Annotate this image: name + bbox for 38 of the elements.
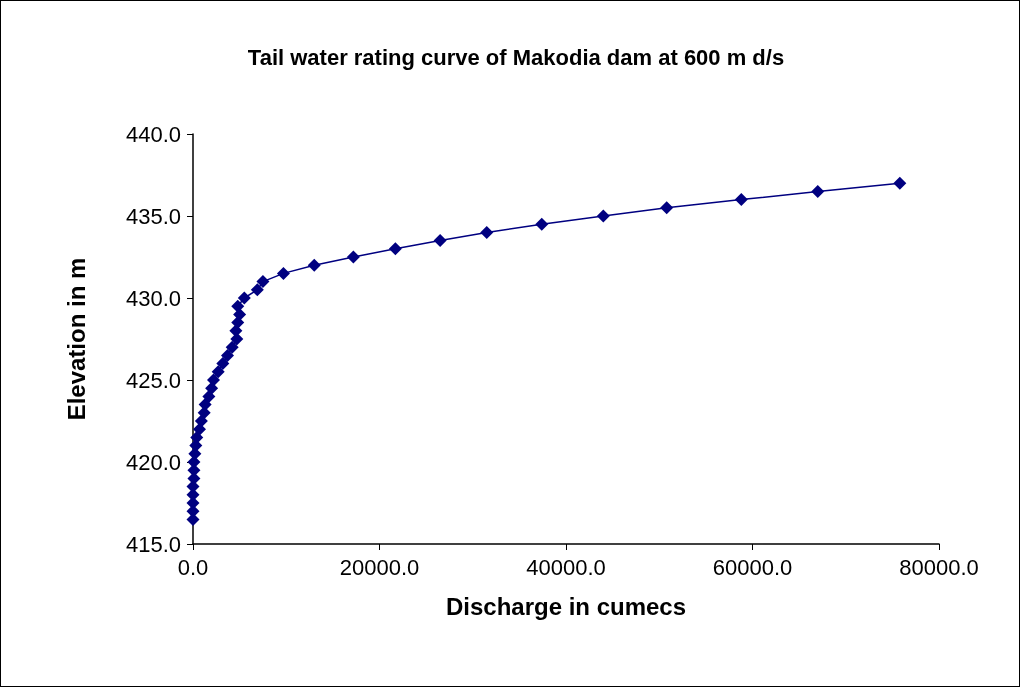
- point: [535, 217, 549, 231]
- point: [480, 225, 494, 239]
- x-axis-title: Discharge in cumecs: [445, 592, 687, 620]
- point: [433, 234, 447, 248]
- point: [811, 184, 825, 198]
- point: [221, 348, 234, 362]
- point: [190, 430, 204, 444]
- y-tick-label: 425.0: [125, 367, 181, 393]
- x-tick-label: 20000.0: [339, 554, 420, 580]
- chart-title: Tail water rating curve of Makodia dam at 600 m d/s: [247, 44, 785, 70]
- y-tick-label: 420.0: [125, 449, 181, 475]
- point: [307, 258, 321, 272]
- y-tick-label: 440.0: [125, 121, 181, 147]
- point: [216, 357, 230, 371]
- point: [202, 389, 216, 403]
- point: [231, 299, 245, 313]
- point: [256, 275, 270, 289]
- point: [211, 365, 225, 379]
- point: [660, 201, 674, 215]
- point: [207, 373, 221, 387]
- x-tick-label: 80000.0: [899, 554, 979, 580]
- x-tick-label: 40000.0: [526, 554, 606, 580]
- point: [596, 209, 610, 223]
- point: [734, 193, 748, 207]
- point: [250, 283, 264, 297]
- y-tick-label: 435.0: [125, 203, 181, 229]
- point: [225, 340, 239, 354]
- point: [346, 250, 360, 264]
- point: [276, 266, 290, 280]
- point: [205, 381, 219, 395]
- x-tick-label: 60000.0: [712, 554, 793, 580]
- point: [237, 291, 251, 305]
- point: [388, 242, 402, 256]
- x-tick-label: 0.0: [177, 554, 209, 580]
- y-axis-title: Elevation in m: [62, 257, 90, 421]
- point: [893, 176, 907, 190]
- y-tick-label: 430.0: [125, 285, 181, 311]
- y-tick-label: 415.0: [125, 531, 181, 557]
